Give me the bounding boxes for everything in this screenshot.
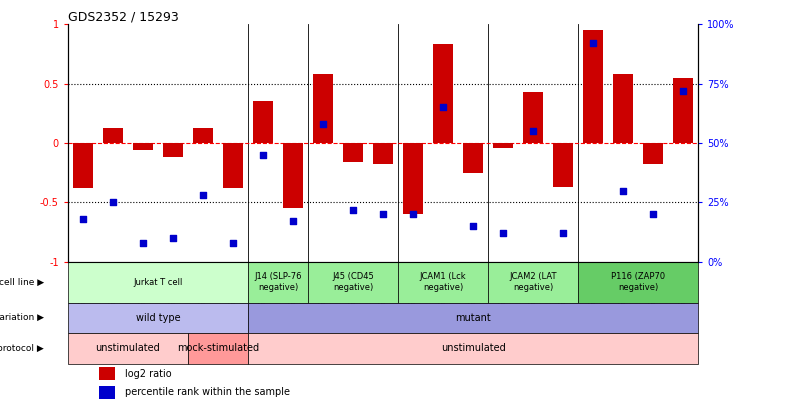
Text: percentile rank within the sample: percentile rank within the sample [124, 387, 290, 397]
Point [467, 223, 480, 230]
Bar [488, 262, 579, 303]
Bar [398, 262, 488, 303]
Point [527, 128, 539, 134]
Bar [283, 143, 302, 209]
Text: GDS2352 / 15293: GDS2352 / 15293 [68, 10, 179, 23]
Point [346, 206, 359, 213]
Bar [464, 143, 483, 173]
Text: mutant: mutant [455, 313, 491, 323]
Text: unstimulated: unstimulated [440, 343, 505, 353]
Bar [99, 367, 115, 380]
Point [617, 188, 630, 194]
Text: JCAM1 (Lck
negative): JCAM1 (Lck negative) [420, 273, 466, 292]
Point [557, 230, 570, 237]
Bar [253, 102, 273, 143]
Text: J14 (SLP-76
negative): J14 (SLP-76 negative) [255, 273, 302, 292]
Bar [493, 143, 513, 148]
Point [286, 218, 299, 225]
Text: log2 ratio: log2 ratio [124, 369, 172, 379]
Bar [188, 333, 248, 364]
Text: mock-stimulated: mock-stimulated [177, 343, 259, 353]
Bar [133, 143, 152, 150]
Bar [193, 128, 213, 143]
Point [106, 199, 119, 206]
Text: JCAM2 (LAT
negative): JCAM2 (LAT negative) [509, 273, 557, 292]
Point [677, 87, 689, 94]
Bar [583, 30, 603, 143]
Bar [68, 303, 248, 333]
Point [496, 230, 509, 237]
Point [77, 216, 89, 222]
Bar [314, 74, 333, 143]
Bar [223, 143, 243, 188]
Bar [68, 333, 188, 364]
Point [317, 121, 330, 127]
Point [437, 104, 449, 111]
Bar [343, 143, 363, 162]
Point [257, 152, 270, 158]
Text: cell line ▶: cell line ▶ [0, 278, 44, 287]
Bar [68, 262, 248, 303]
Bar [248, 303, 698, 333]
Text: Jurkat T cell: Jurkat T cell [133, 278, 183, 287]
Text: protocol ▶: protocol ▶ [0, 344, 44, 353]
Text: genotype/variation ▶: genotype/variation ▶ [0, 313, 44, 322]
Point [377, 211, 389, 217]
Point [136, 240, 149, 246]
Text: P116 (ZAP70
negative): P116 (ZAP70 negative) [611, 273, 666, 292]
Point [227, 240, 239, 246]
Bar [308, 262, 398, 303]
Bar [99, 386, 115, 399]
Bar [403, 143, 423, 214]
Bar [674, 78, 693, 143]
Bar [643, 143, 663, 164]
Point [647, 211, 660, 217]
Bar [373, 143, 393, 164]
Bar [103, 128, 123, 143]
Bar [248, 262, 308, 303]
Point [407, 211, 420, 217]
Text: wild type: wild type [136, 313, 180, 323]
Bar [248, 333, 698, 364]
Text: J45 (CD45
negative): J45 (CD45 negative) [332, 273, 374, 292]
Bar [614, 74, 633, 143]
Point [196, 192, 209, 198]
Point [587, 40, 599, 47]
Bar [579, 262, 698, 303]
Bar [523, 92, 543, 143]
Bar [73, 143, 93, 188]
Text: unstimulated: unstimulated [96, 343, 160, 353]
Bar [163, 143, 183, 157]
Bar [553, 143, 573, 187]
Bar [433, 45, 452, 143]
Point [167, 235, 180, 241]
